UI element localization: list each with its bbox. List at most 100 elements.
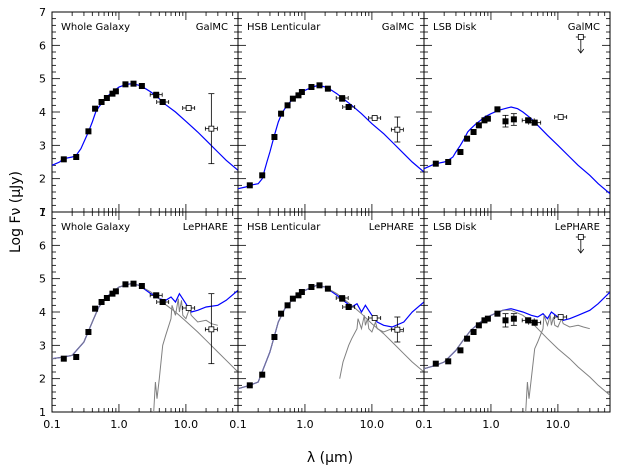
y-tick-label: 4 bbox=[39, 306, 46, 319]
panel-method: GalMC bbox=[382, 22, 414, 33]
detection-point bbox=[98, 99, 105, 105]
detection-point bbox=[153, 292, 160, 299]
y-tick-label: 2 bbox=[39, 373, 46, 386]
panels-layer: 1 2 3 4 5 6 7 Whole Galaxy GalMC HSB Lenticular Ga… bbox=[39, 6, 611, 431]
detection-point bbox=[510, 116, 517, 123]
series-model bbox=[424, 106, 610, 195]
detection-point bbox=[103, 295, 110, 301]
detection-point bbox=[308, 84, 315, 90]
detection-point bbox=[159, 99, 166, 105]
y-tick-label: 5 bbox=[39, 273, 46, 286]
y-tick-label: 3 bbox=[39, 339, 46, 352]
panel-lsb-disk-lephare: 0.1 1.0 10.0 LSB Disk LePHARE bbox=[415, 211, 611, 431]
detection-point bbox=[470, 329, 477, 335]
detection-point bbox=[112, 288, 119, 295]
open-point bbox=[557, 114, 564, 120]
panel-hsb-lenticular-lephare: 0.1 1.0 10.0 HSB Lenticular LePHARE bbox=[229, 211, 425, 431]
detection-point bbox=[85, 329, 92, 335]
open-point bbox=[185, 305, 192, 311]
detection-point bbox=[481, 317, 488, 324]
detection-point bbox=[122, 81, 129, 88]
detection-point bbox=[525, 317, 532, 324]
y-axis-label: Log Fν (μJy) bbox=[8, 171, 24, 253]
detection-point bbox=[531, 319, 538, 326]
detection-point bbox=[324, 285, 331, 292]
panel-plot-area bbox=[424, 34, 610, 195]
series-model bbox=[238, 84, 424, 190]
detection-point bbox=[246, 382, 253, 389]
series-total-model bbox=[424, 291, 610, 370]
x-tick-label: 10.0 bbox=[360, 418, 385, 431]
open-point bbox=[208, 326, 215, 333]
upper-limit-point bbox=[577, 234, 584, 240]
panel-title: HSB Lenticular bbox=[247, 222, 321, 233]
detection-point bbox=[73, 354, 80, 360]
detection-point bbox=[316, 282, 323, 289]
detection-point bbox=[475, 322, 482, 329]
detection-point bbox=[502, 118, 509, 125]
y-tick-label: 7 bbox=[39, 206, 46, 219]
detection-point bbox=[481, 117, 488, 124]
series-dust-component bbox=[339, 315, 404, 379]
x-tick-label: 10.0 bbox=[546, 418, 571, 431]
panel-method: GalMC bbox=[568, 22, 600, 33]
x-tick-label: 0.1 bbox=[43, 418, 61, 431]
panel-method: LePHARE bbox=[183, 222, 228, 233]
detection-point bbox=[103, 95, 110, 101]
detection-point bbox=[531, 119, 538, 126]
detection-point bbox=[259, 172, 266, 179]
detection-point bbox=[484, 315, 491, 322]
detection-point bbox=[289, 95, 296, 102]
y-tick-label: 1 bbox=[39, 406, 46, 419]
detection-point bbox=[112, 88, 119, 95]
x-tick-label: 1.0 bbox=[482, 418, 500, 431]
detection-point bbox=[271, 134, 278, 140]
panel-frame bbox=[51, 211, 239, 413]
panel-title: LSB Disk bbox=[433, 22, 477, 33]
panel-plot-area bbox=[238, 82, 424, 190]
detection-point bbox=[259, 371, 266, 378]
detection-point bbox=[484, 115, 491, 122]
detection-point bbox=[298, 289, 305, 295]
detection-point bbox=[92, 305, 99, 312]
detection-point bbox=[284, 102, 291, 109]
detection-point bbox=[432, 160, 439, 167]
upper-limit-arrowhead bbox=[577, 248, 585, 254]
panel-hsb-lenticular-galmc: HSB Lenticular GalMC bbox=[237, 11, 425, 213]
y-tick-label: 7 bbox=[39, 6, 46, 19]
series-stellar-component bbox=[238, 284, 424, 390]
detection-point bbox=[246, 182, 253, 189]
detection-point bbox=[445, 358, 452, 365]
detection-point bbox=[138, 83, 145, 89]
x-tick-label: 10.0 bbox=[174, 418, 199, 431]
panel-frame bbox=[237, 211, 425, 413]
panel-method: LePHARE bbox=[555, 222, 600, 233]
detection-point bbox=[278, 110, 285, 117]
open-point bbox=[394, 326, 401, 333]
detection-point bbox=[475, 122, 482, 129]
detection-point bbox=[284, 302, 291, 309]
detection-point bbox=[445, 159, 452, 165]
detection-point bbox=[308, 284, 315, 290]
series-total-model bbox=[238, 284, 424, 390]
detection-point bbox=[457, 149, 464, 155]
panel-plot-area bbox=[424, 234, 610, 412]
detection-point bbox=[278, 310, 285, 317]
series-model bbox=[52, 83, 238, 171]
series-stellar-component bbox=[52, 283, 238, 373]
x-tick-label: 1.0 bbox=[296, 418, 314, 431]
detection-point bbox=[345, 104, 352, 110]
panel-frame bbox=[51, 11, 239, 213]
detection-point bbox=[130, 280, 137, 287]
panel-title: Whole Galaxy bbox=[61, 222, 130, 233]
panel-title: Whole Galaxy bbox=[61, 22, 130, 33]
detection-point bbox=[159, 299, 166, 305]
detection-point bbox=[295, 92, 302, 99]
panel-lsb-disk-galmc: LSB Disk GalMC bbox=[423, 11, 611, 213]
x-axis-label: λ (μm) bbox=[307, 450, 353, 466]
y-tick-label: 2 bbox=[39, 173, 46, 186]
y-tick-label: 5 bbox=[39, 73, 46, 86]
panel-frame bbox=[237, 11, 425, 213]
detection-point bbox=[432, 360, 439, 367]
